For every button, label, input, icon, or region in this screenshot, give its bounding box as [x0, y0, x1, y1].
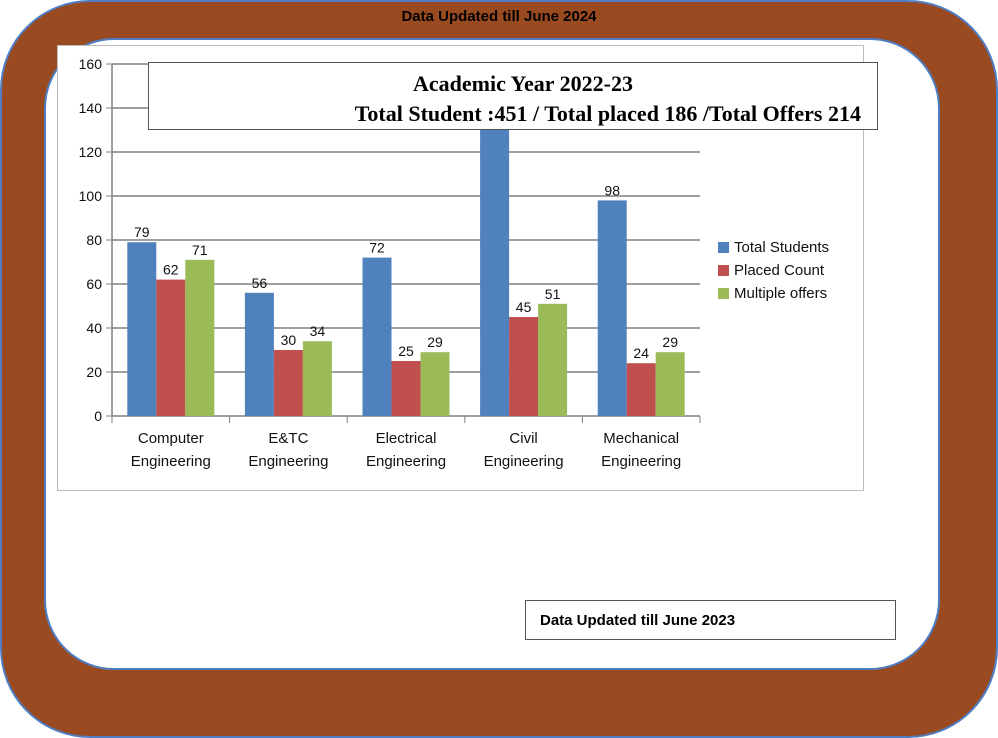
x-tick-label: Engineering: [366, 453, 446, 470]
y-tick-label: 160: [79, 56, 103, 72]
y-tick-label: 20: [86, 364, 102, 380]
bar: [244, 292, 274, 416]
data-label: 72: [369, 240, 385, 256]
legend-label-total: Total Students: [734, 239, 830, 256]
legend-label-placed: Placed Count: [734, 262, 825, 279]
bar: [626, 363, 656, 416]
bottom-note: Data Updated till June 2023: [525, 600, 896, 640]
bar: [302, 341, 332, 416]
y-tick-label: 120: [79, 144, 103, 160]
chart-title-box: Academic Year 2022-23 Total Student :451…: [148, 62, 878, 130]
data-label: 51: [545, 286, 561, 302]
legend-item-total: Total Students: [718, 236, 829, 259]
data-label: 29: [427, 334, 443, 350]
y-tick-label: 80: [86, 232, 102, 248]
data-label: 62: [163, 262, 179, 278]
data-label: 29: [662, 334, 678, 350]
bar: [273, 350, 303, 416]
data-label: 30: [281, 332, 297, 348]
chart-title: Academic Year 2022-23: [413, 71, 633, 96]
x-tick-label: Mechanical: [603, 430, 679, 447]
bar: [538, 303, 568, 416]
y-tick-label: 100: [79, 188, 103, 204]
bar: [480, 94, 510, 417]
bar: [509, 317, 539, 416]
data-label: 34: [310, 323, 326, 339]
y-tick-label: 60: [86, 276, 102, 292]
y-tick-label: 40: [86, 320, 102, 336]
bar: [391, 361, 421, 416]
data-label: 25: [398, 343, 414, 359]
x-tick-label: Civil: [509, 430, 537, 447]
data-label: 45: [516, 299, 532, 315]
x-tick-label: Computer: [138, 430, 204, 447]
bar: [362, 257, 392, 416]
x-tick-label: Electrical: [376, 430, 437, 447]
bar: [127, 242, 157, 416]
chart-legend: Total Students Placed Count Multiple off…: [718, 236, 829, 305]
legend-label-offers: Multiple offers: [734, 285, 828, 302]
top-banner: Data Updated till June 2024: [401, 8, 597, 25]
data-label: 56: [252, 275, 268, 291]
bar: [420, 352, 450, 416]
legend-item-offers: Multiple offers: [718, 282, 829, 305]
bar: [655, 352, 685, 416]
x-tick-label: Engineering: [601, 453, 681, 470]
x-tick-label: E&TC: [268, 430, 308, 447]
data-label: 24: [633, 345, 649, 361]
y-tick-label: 140: [79, 100, 103, 116]
x-tick-label: Engineering: [484, 453, 564, 470]
data-label: 71: [192, 242, 208, 258]
legend-swatch-placed: [718, 265, 729, 276]
x-tick-label: Engineering: [131, 453, 211, 470]
bar: [185, 259, 215, 416]
legend-item-placed: Placed Count: [718, 259, 829, 282]
legend-swatch-total: [718, 242, 729, 253]
chart-subtitle: Total Student :451 / Total placed 186 /T…: [354, 101, 861, 126]
y-tick-label: 0: [94, 408, 102, 424]
legend-swatch-offers: [718, 288, 729, 299]
data-label: 79: [134, 224, 150, 240]
bar: [156, 279, 186, 416]
bar: [597, 200, 627, 416]
data-label: 98: [604, 182, 620, 198]
x-tick-label: Engineering: [248, 453, 328, 470]
